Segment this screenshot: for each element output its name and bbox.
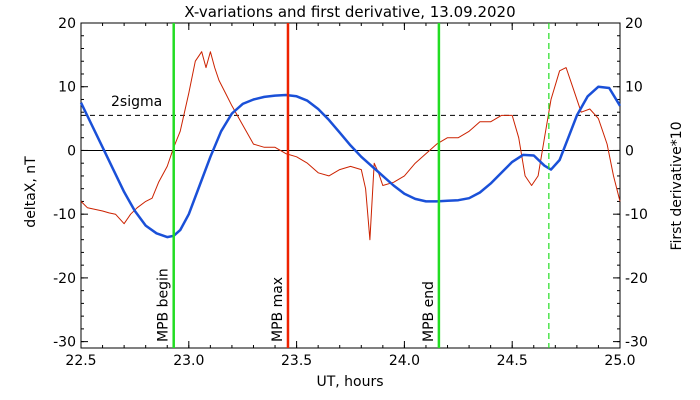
x-tick-label: 22.5 (65, 353, 96, 369)
y-tick-label-right: 10 (625, 80, 643, 96)
y-tick-label-right: -20 (625, 271, 648, 287)
y-axis-label-right: First derivative*10 (669, 121, 685, 250)
y-axis-label-left: deltaX, nT (23, 156, 39, 228)
y-tick-label-left: 20 (58, 16, 76, 32)
y-tick-label-left: 0 (67, 143, 76, 159)
y-tick-label-right: 0 (625, 143, 634, 159)
marker-label-max: MPB max (270, 277, 286, 342)
marker-label-begin: MPB begin (156, 268, 172, 342)
x-tick-label: 24.0 (389, 353, 420, 369)
y-tick-label-left: -10 (53, 207, 76, 223)
plot-frame (80, 22, 621, 349)
x-tick-label: 25.0 (604, 353, 635, 369)
x-tick-label: 24.5 (497, 353, 528, 369)
y-tick-label-right: -10 (625, 207, 648, 223)
plot-layer: 22.5 23.0 23.5 24.0 24.5 25.0 -30 -30 -20 -20 -10 -… (53, 16, 648, 369)
x-tick-label: 23.0 (173, 353, 204, 369)
y-tick-label-left: -20 (53, 271, 76, 287)
sigma-label: 2sigma (111, 94, 162, 110)
y-tick-label-left: 10 (58, 80, 76, 96)
x-tick-label: 23.5 (281, 353, 312, 369)
series-line-deltax (79, 85, 622, 239)
chart-title: X-variations and first derivative, 13.09… (184, 3, 515, 21)
series-line-first-derivative-10 (80, 51, 621, 241)
x-axis-label: UT, hours (316, 374, 383, 390)
y-tick-label-right: -30 (625, 335, 648, 351)
y-tick-label-right: 20 (625, 16, 643, 32)
y-tick-label-left: -30 (53, 335, 76, 351)
marker-label-end: MPB end (421, 281, 437, 342)
